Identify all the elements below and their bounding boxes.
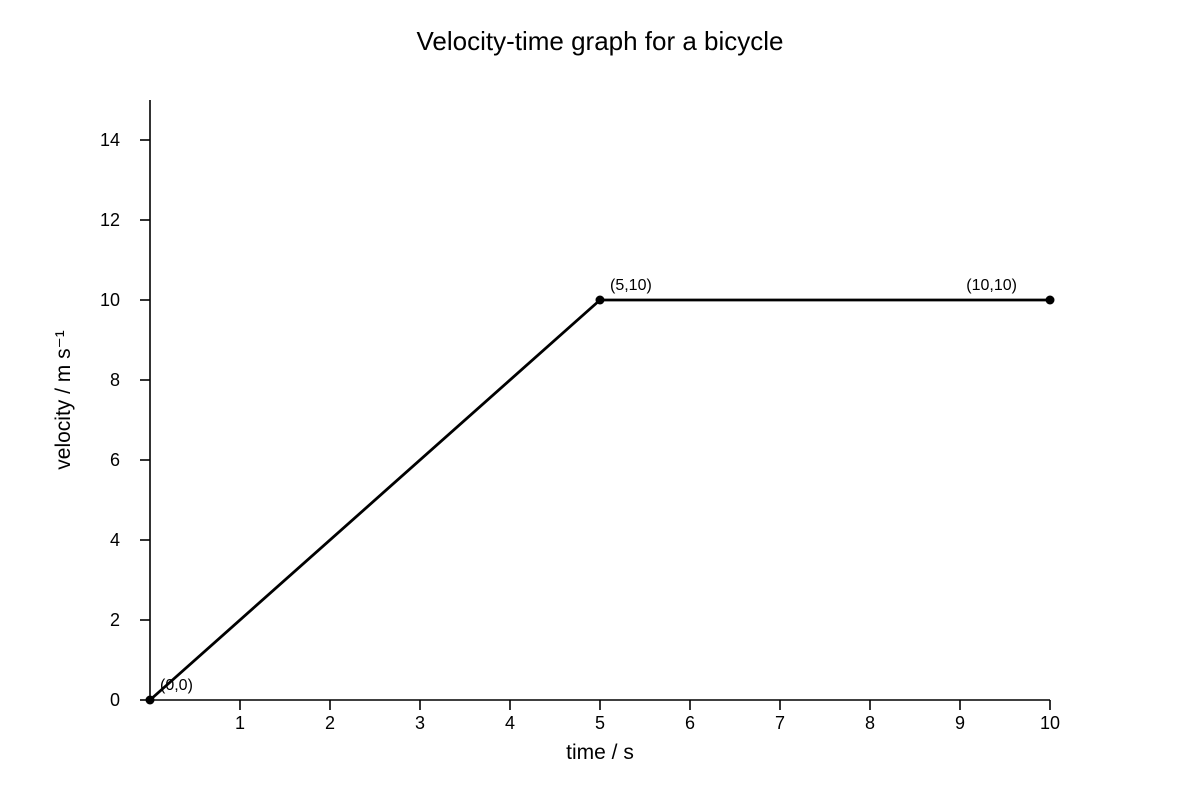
y-tick-label: 0 [110,690,120,710]
x-tick-label: 7 [775,713,785,733]
y-tick-label: 2 [110,610,120,630]
data-point-label: (5,10) [610,277,652,294]
data-point [595,295,605,305]
x-tick-label: 9 [955,713,965,733]
chart-title: Velocity-time graph for a bicycle [416,26,783,56]
x-tick-label: 1 [235,713,245,733]
x-tick-label: 8 [865,713,875,733]
x-tick-label: 6 [685,713,695,733]
data-point [1045,295,1055,305]
series-layer: (0,0) (5,10) (10,10) [145,277,1055,705]
x-tick-label: 3 [415,713,425,733]
x-tick-label: 2 [325,713,335,733]
y-tick-label: 10 [100,290,120,310]
series-line [149,298,1050,702]
x-axis-ticks: 1 2 3 4 5 6 7 8 9 10 [235,700,1060,733]
x-tick-label: 10 [1040,713,1060,733]
y-tick-label: 4 [110,530,120,550]
data-point [145,695,155,705]
y-tick-label: 14 [100,130,120,150]
y-tick-label: 6 [110,450,120,470]
y-axis-label: velocity / m s⁻¹ [52,330,75,469]
y-tick-label: 12 [100,210,120,230]
data-point-label: (10,10) [966,277,1017,294]
y-tick-label: 8 [110,370,120,390]
x-tick-label: 5 [595,713,605,733]
x-axis-label: time / s [566,741,634,764]
y-axis-ticks: 0 2 4 6 8 10 12 14 [100,130,150,710]
x-tick-label: 4 [505,713,515,733]
data-point-label: (0,0) [160,677,193,694]
